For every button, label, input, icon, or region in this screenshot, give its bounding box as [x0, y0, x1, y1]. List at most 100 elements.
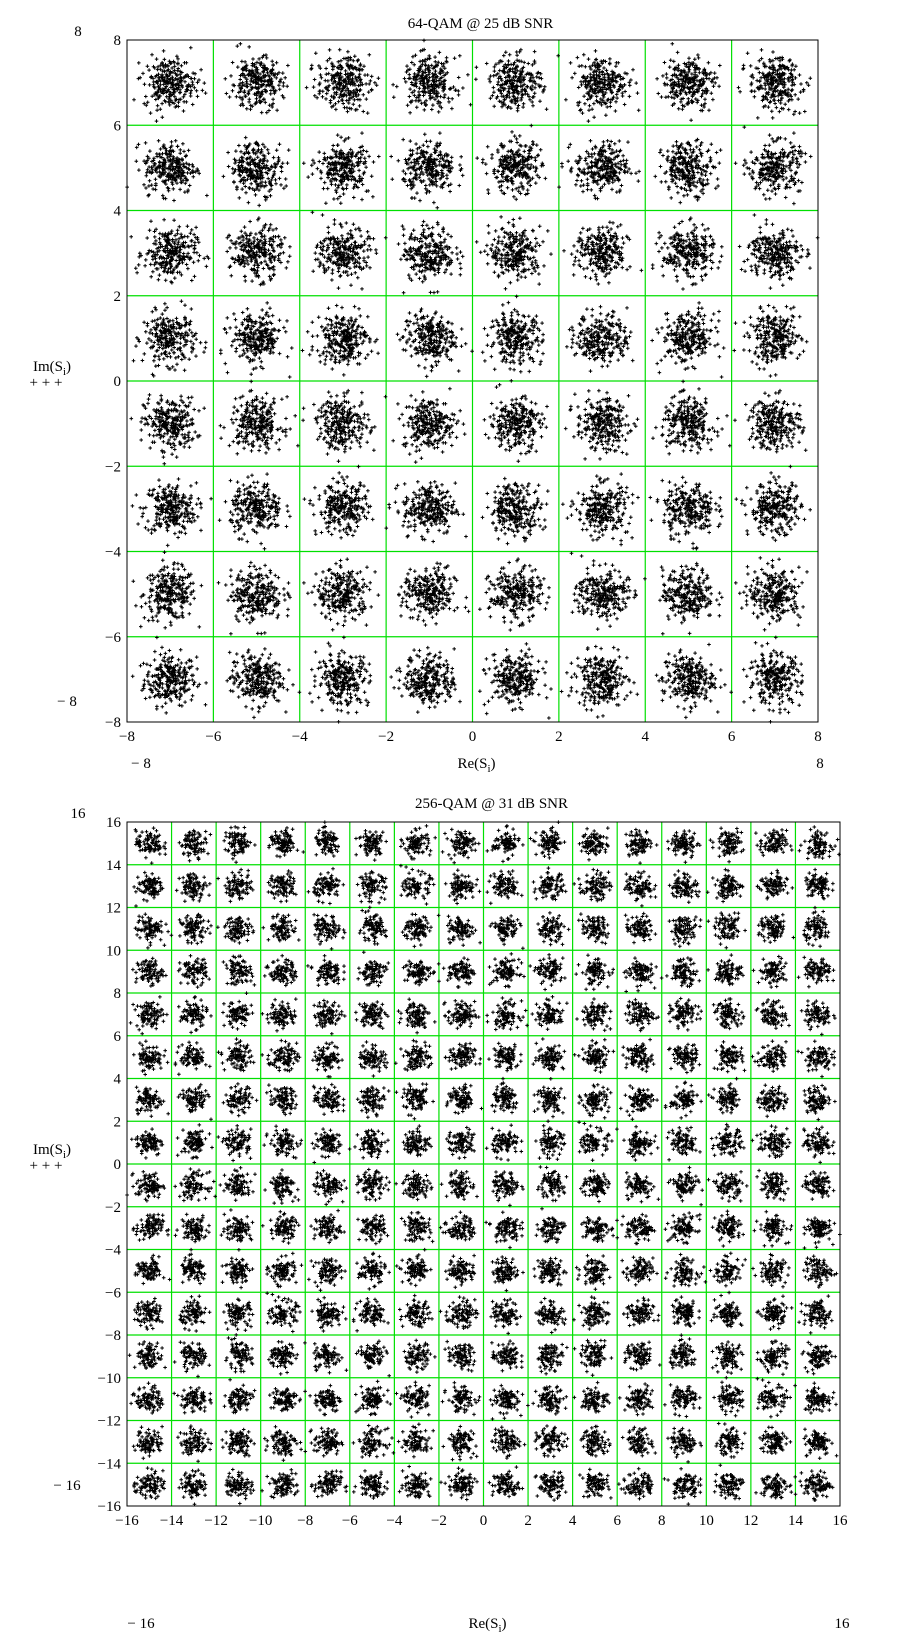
symbol-cluster	[399, 863, 436, 906]
symbol-cluster	[224, 1467, 256, 1506]
symbol-cluster	[267, 826, 306, 859]
symbol-cluster	[442, 999, 481, 1031]
symbol-cluster	[311, 1040, 344, 1079]
symbol-cluster	[176, 954, 211, 989]
symbol-cluster	[172, 1386, 213, 1415]
symbol-cluster	[751, 1241, 791, 1289]
symbol-cluster	[395, 1247, 433, 1288]
symbol-cluster	[485, 996, 529, 1032]
symbol-cluster	[444, 1295, 480, 1330]
symbol-cluster	[536, 911, 571, 947]
symbol-cluster	[127, 1340, 167, 1370]
y-tick-label: 6	[114, 1029, 122, 1045]
x-tick-label: 0	[469, 729, 477, 745]
symbol-cluster	[624, 1171, 661, 1204]
symbol-cluster	[401, 1124, 433, 1158]
symbol-cluster	[394, 1380, 431, 1419]
symbol-cluster	[572, 1037, 616, 1074]
symbol-cluster	[302, 464, 392, 540]
y-tick-label: 14	[106, 858, 122, 874]
symbol-cluster	[482, 383, 549, 463]
symbol-cluster	[130, 1127, 165, 1160]
symbol-cluster	[221, 135, 291, 208]
symbol-cluster	[487, 952, 526, 989]
symbol-cluster	[741, 641, 804, 724]
symbol-cluster	[220, 1256, 255, 1290]
symbol-cluster	[577, 1120, 614, 1162]
symbol-cluster	[221, 1082, 259, 1118]
symbol-cluster	[665, 1125, 715, 1162]
symbol-cluster	[177, 828, 213, 863]
symbol-cluster	[396, 219, 465, 295]
symbol-cluster	[670, 1295, 701, 1328]
symbol-cluster	[354, 829, 388, 862]
symbol-cluster	[708, 826, 746, 864]
x-tick-labels: −16 −14 −12 −10 −8 −6 −4 −2 0 2 4 6 8 10 12 14 16	[115, 1513, 848, 1529]
symbol-cluster	[488, 914, 525, 951]
y-tick-label: 16	[106, 815, 122, 831]
symbol-cluster	[222, 1297, 255, 1337]
symbol-cluster	[737, 213, 820, 290]
symbol-cluster	[577, 867, 614, 903]
symbol-cluster	[397, 561, 471, 627]
chart-title: 256-QAM @ 31 dB SNR	[415, 796, 568, 812]
symbol-cluster	[623, 869, 658, 903]
symbol-cluster	[732, 303, 809, 378]
symbol-cluster	[394, 1082, 435, 1121]
symbol-cluster	[175, 1123, 214, 1160]
symbol-cluster	[310, 1127, 352, 1160]
symbol-cluster	[667, 996, 703, 1032]
symbol-cluster	[383, 386, 467, 464]
x-tick-label: 10	[699, 1513, 714, 1529]
symbol-cluster	[178, 1294, 212, 1333]
grid-lines	[127, 40, 818, 722]
symbol-cluster	[752, 1209, 794, 1248]
symbol-cluster	[444, 1253, 477, 1290]
x-tick-label: −6	[205, 729, 221, 745]
symbol-cluster	[439, 1169, 479, 1201]
symbol-cluster	[401, 959, 441, 987]
symbol-cluster	[620, 1425, 658, 1458]
symbol-cluster	[800, 1340, 838, 1376]
symbol-cluster	[311, 1075, 346, 1116]
symbol-cluster	[441, 1412, 479, 1462]
symbol-cluster	[624, 827, 659, 865]
symbol-cluster	[306, 866, 346, 906]
x-range-min-label: − 16	[127, 1616, 155, 1632]
symbol-cluster	[129, 393, 206, 466]
x-tick-label: 4	[642, 729, 650, 745]
symbol-cluster	[396, 997, 437, 1035]
symbol-cluster	[128, 995, 169, 1036]
symbol-cluster	[314, 820, 340, 858]
symbol-cluster	[711, 997, 746, 1031]
symbol-cluster	[219, 1208, 255, 1252]
symbol-cluster	[532, 1256, 568, 1287]
y-tick-labels: −16 −14 −12 −10 −8 −6 −4 −2 0 2 4 6 8 10 12 14 16	[98, 815, 122, 1515]
symbol-cluster	[648, 475, 724, 551]
y-tick-label: −8	[105, 1328, 121, 1344]
x-tick-label: 12	[743, 1513, 758, 1529]
symbol-cluster	[443, 868, 482, 906]
symbol-cluster	[754, 828, 794, 858]
symbol-cluster	[710, 1209, 745, 1248]
symbol-cluster	[309, 1469, 349, 1499]
symbol-cluster	[310, 210, 388, 291]
symbol-cluster	[216, 915, 256, 945]
symbol-cluster	[663, 1211, 702, 1245]
symbol-cluster	[478, 557, 551, 632]
x-tick-label: 2	[555, 729, 563, 745]
symbol-cluster	[533, 1424, 570, 1459]
symbol-cluster	[396, 1422, 435, 1459]
symbol-cluster	[312, 912, 347, 951]
symbol-cluster	[668, 1333, 697, 1370]
symbol-cluster	[125, 139, 209, 203]
symbol-cluster	[307, 1257, 347, 1292]
symbol-cluster	[180, 1247, 207, 1286]
symbol-cluster	[797, 825, 841, 861]
symbol-cluster	[666, 1426, 703, 1464]
symbol-cluster	[218, 1166, 257, 1202]
symbol-cluster	[756, 912, 796, 944]
symbol-cluster	[755, 1168, 790, 1202]
symbol-cluster	[132, 1039, 170, 1077]
